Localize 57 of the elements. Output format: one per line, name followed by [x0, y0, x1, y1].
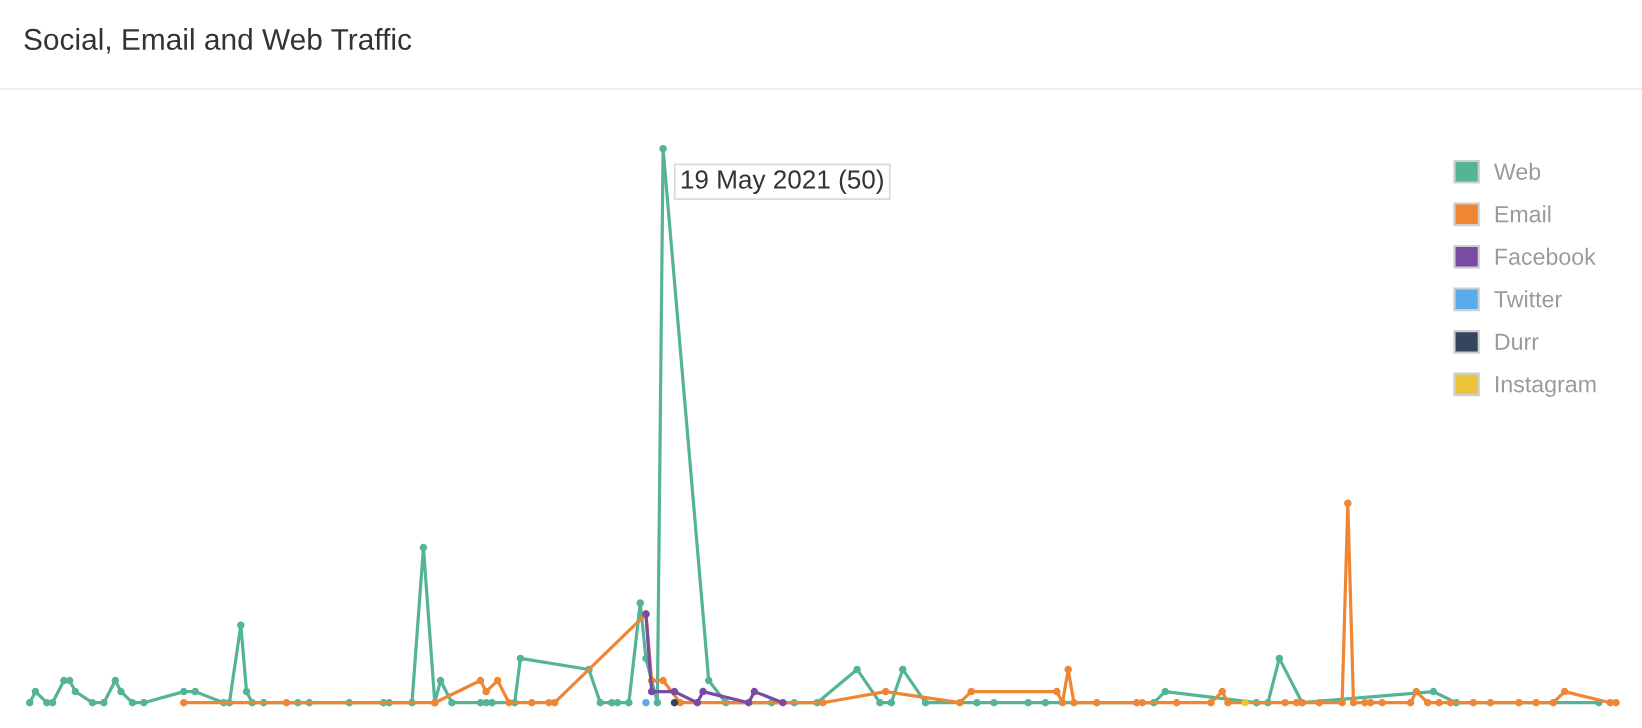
annotation: 19 May 2021 (50) — [681, 169, 883, 194]
point — [699, 687, 707, 696]
point — [1469, 698, 1478, 707]
point — [659, 676, 667, 685]
point — [1435, 698, 1443, 707]
point — [1378, 698, 1386, 707]
point — [647, 687, 656, 696]
point — [505, 698, 513, 707]
point — [1515, 698, 1523, 707]
point — [750, 687, 759, 696]
point — [1218, 687, 1227, 696]
point — [1138, 698, 1147, 707]
point — [1486, 698, 1495, 707]
legend-label: Instagram — [1496, 376, 1596, 397]
point — [744, 698, 753, 707]
point — [1064, 665, 1072, 674]
point — [1446, 698, 1455, 707]
point — [956, 698, 964, 707]
legend-label: Durr — [1495, 333, 1539, 350]
point — [881, 687, 890, 696]
point — [550, 698, 559, 707]
point — [1344, 499, 1352, 508]
legend-label: Email — [1495, 205, 1551, 223]
point — [493, 676, 502, 685]
point — [693, 698, 702, 707]
point — [1549, 698, 1557, 707]
point — [1560, 687, 1569, 696]
point — [670, 687, 679, 696]
point — [1092, 698, 1101, 707]
legend-label: Twitter — [1494, 290, 1562, 308]
point — [528, 698, 536, 707]
point — [1058, 698, 1067, 707]
point — [1224, 698, 1232, 707]
point — [1532, 698, 1540, 707]
point — [1366, 698, 1375, 707]
point — [1349, 698, 1358, 707]
point — [1070, 698, 1078, 707]
point — [282, 698, 291, 707]
point — [1612, 698, 1620, 707]
point — [476, 676, 485, 685]
point — [1423, 698, 1432, 707]
point — [1315, 698, 1324, 707]
point — [1412, 687, 1421, 696]
point — [482, 687, 490, 696]
chart-title: Social, Email and Web Traffic — [24, 28, 412, 54]
point — [1053, 687, 1061, 696]
point — [180, 698, 188, 707]
point — [819, 698, 827, 707]
point — [1207, 698, 1215, 707]
point — [779, 698, 787, 707]
point — [967, 687, 975, 696]
point — [1281, 698, 1289, 707]
point — [1406, 698, 1415, 707]
point — [1172, 698, 1181, 707]
legend-label: Facebook — [1495, 247, 1596, 265]
legend-label: Web — [1493, 162, 1541, 180]
point — [1338, 698, 1346, 707]
